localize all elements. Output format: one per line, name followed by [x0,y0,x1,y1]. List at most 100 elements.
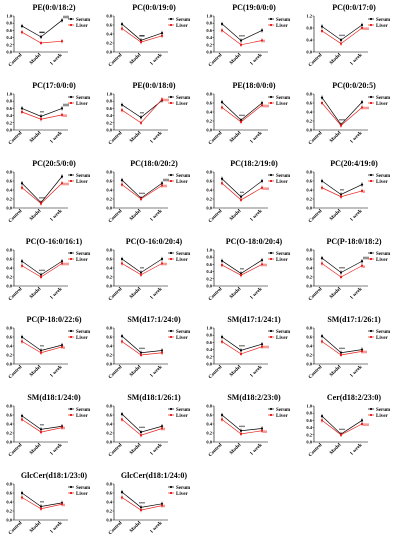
data-point [361,189,363,192]
data-point [160,182,164,185]
chart-svg: PE(0:0/18:0) 0.0 0.2 0.4 0.6 0.8 1.0 Control Mod… [106,81,191,146]
legend-label-liver: Liver [376,24,388,29]
legend-label-serum: Serum [76,330,91,335]
y-tick-label: 0.4 [106,344,112,349]
significance-mark: *** [339,428,345,433]
significance-mark: *** [339,34,345,39]
x-tick-label: 1 week [50,287,64,301]
x-tick-label: Model [329,130,343,144]
chart-svg: PC(17:0/0:0) 0.0 0.2 0.4 0.6 0.8 1.0 Control Mod… [6,81,91,146]
data-point [261,429,263,432]
legend-marker [170,336,172,338]
y-tick-label: 0.8 [106,404,112,409]
data-point [239,195,243,198]
legend-label-serum: Serum [76,252,91,257]
data-point [221,106,223,109]
legend-label-serum: Serum [276,174,291,179]
y-tick-label: 0.2 [306,119,312,124]
y-tick-label: 1.0 [106,92,112,97]
x-tick-label: Control [108,520,124,536]
data-point [221,264,223,267]
x-tick-label: 1 week [150,443,164,457]
chart-title: PC(18:2/19:0) [230,159,278,168]
y-tick-label: 0.4 [106,32,112,37]
data-point [39,115,43,118]
data-point [261,104,263,107]
y-tick-label: 0.8 [306,170,312,175]
y-tick-label: 0.0 [206,206,212,211]
legend-marker [69,17,73,21]
x-tick-label: Control [208,442,224,458]
y-tick-label: 0.8 [6,404,12,409]
data-point [21,340,23,343]
data-point [161,98,163,101]
data-point [160,425,164,428]
data-point [161,351,163,354]
data-point [39,428,43,431]
y-tick-label: 0.8 [6,99,12,104]
data-point [121,262,123,265]
y-tick-label: 0.4 [6,188,12,193]
legend-label-serum: Serum [276,408,291,413]
chart-panel: PC(O-16:0/20:4) 0.0 0.2 0.4 0.6 0.8 Control Mod… [102,236,202,313]
legend-label-liver: Liver [76,336,88,341]
chart-panel: PC(17:0/0:0) 0.0 0.2 0.4 0.6 0.8 1.0 Control Mod… [2,80,102,157]
data-point [139,431,143,434]
x-tick-label: Model [129,442,143,456]
x-tick-label: Model [29,364,43,378]
chart-title: PC(O-16:0/16:1) [26,237,83,246]
y-tick-label: 0.8 [206,170,212,175]
legend-label-liver: Liver [376,180,388,185]
chart-panel: PC(0:0/19:0) 0.0 0.2 0.4 0.6 0.8 Control Model 1… [102,2,202,79]
legend-marker [369,17,373,21]
significance-mark: # [363,189,365,194]
data-point [261,39,263,42]
significance-mark: # [163,504,165,509]
chart-svg: SM(d17:1/24:0) 0.0 0.2 0.4 0.6 0.8 Control Mode… [106,315,191,380]
legend-marker [169,329,173,333]
data-point [160,32,164,35]
y-tick-label: 0.4 [306,38,312,43]
y-tick-label: 0.8 [206,404,212,409]
data-point [21,264,23,267]
chart-svg: PC(P-18:0/22:6) 0.0 0.2 0.4 0.6 0.8 Control Mod… [6,315,91,380]
y-tick-label: 0.0 [106,284,112,289]
significance-mark: ** [140,111,144,116]
y-tick-label: 0.8 [106,170,112,175]
x-tick-label: Model [129,520,143,534]
x-tick-label: Model [29,130,43,144]
legend-label-serum: Serum [276,252,291,257]
legend-marker [70,102,72,104]
x-tick-label: 1 week [350,53,364,67]
legend-marker [270,180,272,182]
y-tick-label: 0.0 [106,362,112,367]
legend-marker [369,329,373,333]
y-tick-label: 0.0 [306,362,312,367]
data-point [221,182,223,185]
chart-svg: PC(O-18:0/20:4) 0.0 0.2 0.4 0.6 0.8 1.0 Control… [206,237,291,302]
significance-mark: ** [40,30,44,35]
y-tick-label: 0.2 [206,431,212,436]
chart-title: PE(0:0/18:0) [132,81,175,90]
x-tick-label: 1 week [350,131,364,145]
legend-label-liver: Liver [276,102,288,107]
y-tick-label: 0.4 [106,113,112,118]
significance-mark: ### [363,26,369,31]
chart-title: PC(0:0/19:0) [132,3,176,12]
data-point [240,352,242,355]
chart-svg: PC(0:0/20:5) 0.0 0.2 0.4 0.6 0.8 Control Model 1… [306,81,391,146]
data-point [39,505,43,508]
y-tick-label: 0.8 [206,92,212,97]
legend-label-liver: Liver [276,180,288,185]
data-point [140,509,142,512]
chart-panel: PC(20:4/19:0) 0.0 0.2 0.4 0.6 0.8 Control Model… [302,158,401,235]
y-tick-label: 0.6 [6,491,12,496]
legend-label-liver: Liver [176,180,188,185]
y-tick-label: 0.6 [6,257,12,262]
legend-marker [370,180,372,182]
legend-marker [270,24,272,26]
y-tick-label: 0.6 [106,23,112,28]
y-tick-label: 0.4 [6,500,12,505]
data-point [340,124,342,127]
legend-label-serum: Serum [176,174,191,179]
